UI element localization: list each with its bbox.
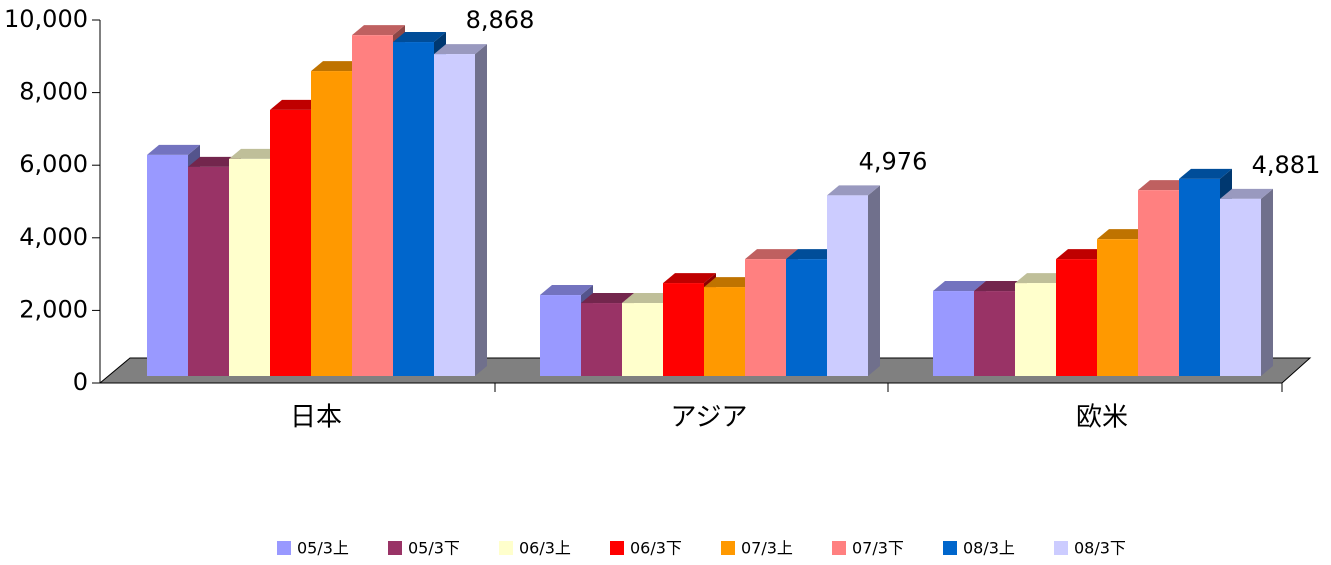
y-tick-label: 4,000 [19, 223, 88, 251]
bar [434, 54, 475, 376]
bar [704, 287, 745, 376]
bar [933, 291, 974, 376]
bar-top [1015, 273, 1068, 284]
bar-top [1220, 188, 1273, 199]
bar-top [311, 61, 364, 72]
y-tick-label: 0 [73, 368, 88, 396]
bar [786, 259, 827, 376]
bar-side [1261, 188, 1273, 376]
y-tick-label: 2,000 [19, 295, 88, 323]
legend-label: 06/3上 [519, 539, 571, 558]
bar-top [704, 277, 757, 288]
legend-label: 07/3上 [741, 539, 793, 558]
value-label: 8,868 [466, 6, 535, 34]
bar [974, 291, 1015, 376]
bar-top [581, 293, 634, 304]
bar-side [475, 44, 487, 376]
bar [827, 195, 868, 376]
bar [147, 154, 188, 376]
bar-top [974, 281, 1027, 292]
bar [1220, 198, 1261, 376]
bar [229, 158, 270, 376]
bar [622, 303, 663, 376]
bar-top [1097, 229, 1150, 240]
bar-side [868, 185, 880, 376]
y-tick-label: 8,000 [19, 78, 88, 106]
bar-top [745, 249, 798, 260]
legend-swatch [610, 541, 624, 555]
legend-label: 06/3下 [630, 539, 682, 558]
bar-top [663, 273, 716, 284]
legend-label: 07/3下 [852, 539, 904, 558]
legend-label: 08/3下 [1074, 539, 1126, 558]
bar [663, 283, 704, 376]
bar [745, 259, 786, 376]
x-tick-label: 欧米 [1076, 403, 1128, 433]
bar-top [393, 32, 446, 43]
legend-swatch [943, 541, 957, 555]
bar-top [1056, 249, 1109, 260]
bar [393, 42, 434, 376]
bar [1097, 239, 1138, 376]
x-tick-label: 日本 [290, 403, 342, 433]
legend-swatch [721, 541, 735, 555]
bar-top [827, 185, 880, 196]
bar-top [434, 44, 487, 55]
bar [311, 71, 352, 376]
legend-label: 08/3上 [963, 539, 1015, 558]
bar-top [786, 249, 839, 260]
value-label: 4,976 [859, 147, 928, 175]
bar-top [933, 281, 986, 292]
bar-top [270, 99, 323, 110]
legend-swatch [1054, 541, 1068, 555]
bar [270, 109, 311, 377]
legend-swatch [832, 541, 846, 555]
legend-label: 05/3下 [408, 539, 460, 558]
bar [1138, 190, 1179, 376]
y-tick-label: 6,000 [19, 150, 88, 178]
bar-top [147, 144, 200, 155]
bar [1179, 178, 1220, 376]
bar-top [622, 293, 675, 304]
bar [1015, 283, 1056, 376]
y-tick-label: 10,000 [4, 5, 88, 33]
value-label: 4,881 [1252, 151, 1321, 179]
bar [540, 295, 581, 376]
bar-top [540, 285, 593, 296]
legend-label: 05/3上 [297, 539, 349, 558]
bar-top [352, 25, 405, 36]
bar [188, 166, 229, 376]
bar [352, 35, 393, 376]
legend-swatch [277, 541, 291, 555]
bar-top [1179, 168, 1232, 179]
legend-swatch [499, 541, 513, 555]
bar-top [229, 148, 282, 159]
legend-swatch [388, 541, 402, 555]
x-tick-label: アジア [671, 403, 748, 433]
bar [581, 303, 622, 376]
bar-top [1138, 180, 1191, 191]
bar-top [188, 156, 241, 167]
bar [1056, 259, 1097, 376]
